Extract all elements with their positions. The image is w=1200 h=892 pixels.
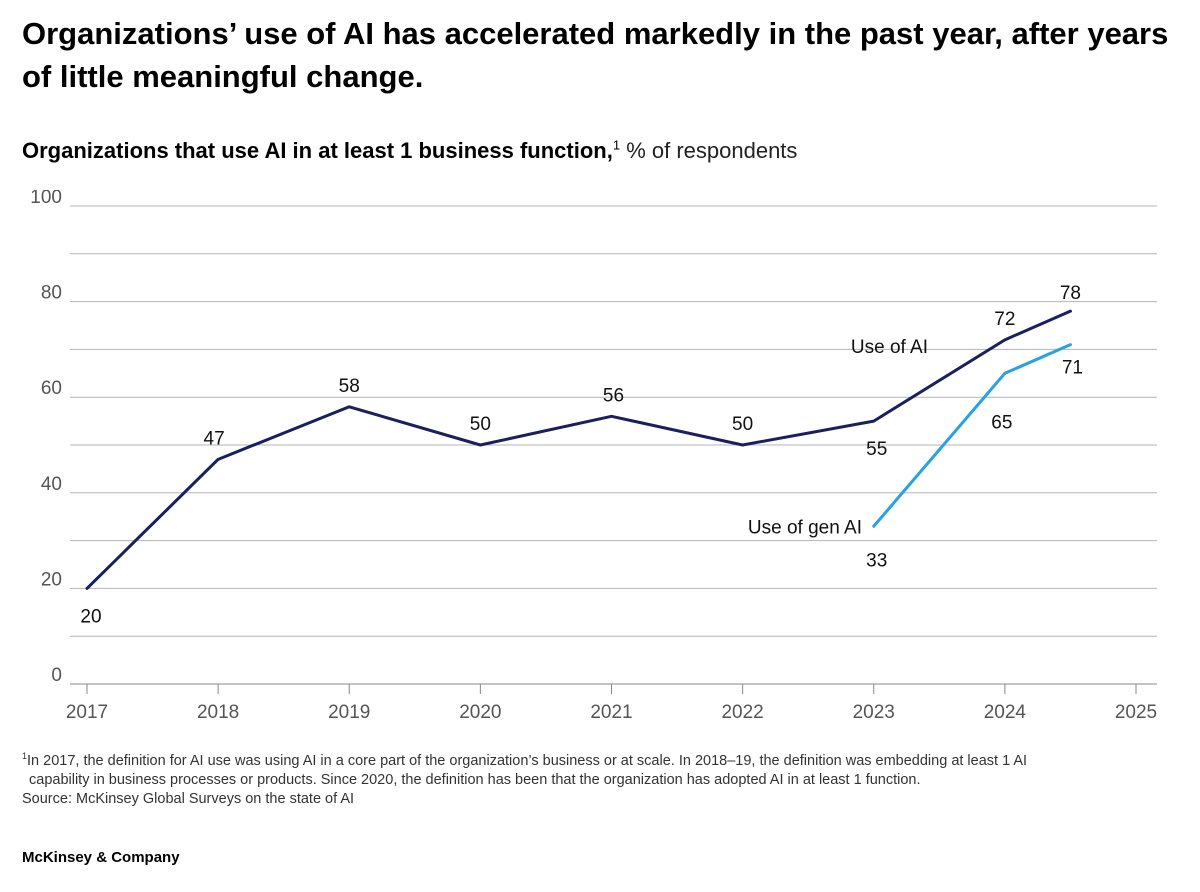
y-tick-label: 0 xyxy=(51,665,62,686)
chart-subtitle-footnote-marker: 1 xyxy=(612,137,621,153)
footnote-marker: 1 xyxy=(22,751,28,762)
chart-subtitle: Organizations that use AI in at least 1 … xyxy=(22,137,797,165)
y-tick-label: 80 xyxy=(41,283,62,304)
x-tick-label: 2022 xyxy=(721,702,763,723)
y-tick-label: 20 xyxy=(41,569,62,590)
series-line-use-of-ai xyxy=(85,309,1072,590)
data-label-use-of-ai: 50 xyxy=(732,414,753,435)
data-label-use-of-gen-ai: 65 xyxy=(991,412,1012,433)
footnote-source: Source: McKinsey Global Surveys on the s… xyxy=(22,791,355,807)
data-label-use-of-ai: 55 xyxy=(866,439,887,460)
axes: 0 20 40 60 80 100 2017 2018 2019 2020 2021 2022 2023… xyxy=(30,190,1157,723)
data-label-use-of-ai: 72 xyxy=(994,309,1015,330)
data-label-use-of-ai: 20 xyxy=(80,606,101,627)
data-labels: 20 47 58 50 56 50 55 72 78 33 65 71 Use of AI Use of … xyxy=(80,283,1083,627)
chart-subtitle-unit: % of respondents xyxy=(620,138,798,163)
footnote-line-2: capability in business processes or prod… xyxy=(29,772,921,788)
y-tick-label: 60 xyxy=(41,378,62,399)
data-label-use-of-gen-ai: 71 xyxy=(1062,358,1083,379)
x-tick-label: 2019 xyxy=(328,702,370,723)
y-tick-label: 40 xyxy=(41,474,62,495)
footnote-line-1: 1In 2017, the definition for AI use was … xyxy=(22,752,1172,771)
data-label-use-of-ai: 50 xyxy=(470,414,491,435)
x-tick-label: 2021 xyxy=(590,702,632,723)
series-name-label-use-of-gen-ai: Use of gen AI xyxy=(748,517,862,538)
brand-logo-text: McKinsey & Company xyxy=(22,849,180,866)
series-line-use-of-gen-ai xyxy=(872,343,1072,528)
data-label-use-of-ai: 47 xyxy=(204,428,225,449)
footnote: 1In 2017, the definition for AI use was … xyxy=(22,752,1172,809)
line-chart: 0 20 40 60 80 100 2017 2018 2019 2020 2021 2022 2023… xyxy=(30,190,1157,723)
y-tick-label: 100 xyxy=(30,190,62,208)
grid-lines xyxy=(70,205,1157,637)
data-label-use-of-ai: 58 xyxy=(339,376,360,397)
data-label-use-of-gen-ai: 33 xyxy=(866,550,887,571)
data-label-use-of-ai: 78 xyxy=(1060,283,1081,304)
x-tick-label: 2017 xyxy=(66,702,108,723)
x-tick-label: 2020 xyxy=(459,702,501,723)
x-tick-label: 2023 xyxy=(853,702,895,723)
x-tick-label: 2024 xyxy=(984,702,1027,723)
series-name-label-use-of-ai: Use of AI xyxy=(851,337,928,358)
x-tick-label: 2018 xyxy=(197,702,239,723)
series-lines xyxy=(85,309,1072,590)
chart-subtitle-bold: Organizations that use AI in at least 1 … xyxy=(22,138,613,163)
x-tick-label: 2025 xyxy=(1115,702,1157,723)
data-label-use-of-ai: 56 xyxy=(603,385,624,406)
footnote-text-1: In 2017, the definition for AI use was u… xyxy=(27,753,1028,769)
chart-headline: Organizations’ use of AI has accelerated… xyxy=(22,16,1169,94)
